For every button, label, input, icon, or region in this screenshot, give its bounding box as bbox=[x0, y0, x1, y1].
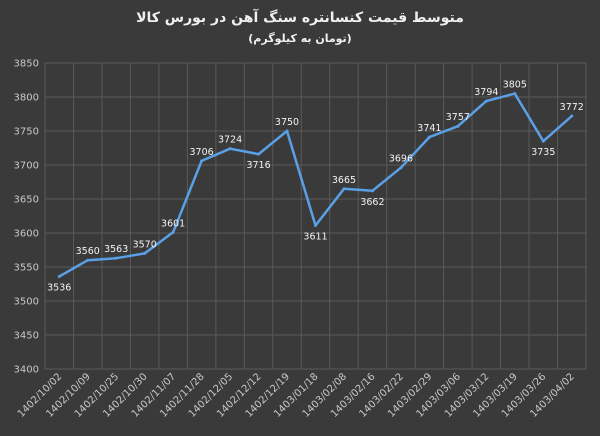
y-tick-label: 3650 bbox=[14, 195, 39, 206]
y-tick-label: 3500 bbox=[14, 297, 39, 308]
data-label: 3570 bbox=[133, 239, 157, 250]
y-tick-label: 3750 bbox=[14, 127, 39, 138]
data-label: 3536 bbox=[47, 283, 71, 294]
data-label: 3611 bbox=[303, 232, 327, 243]
data-label: 3741 bbox=[417, 123, 441, 134]
data-point bbox=[370, 189, 374, 193]
data-point bbox=[285, 129, 289, 133]
data-point bbox=[484, 99, 488, 103]
data-point bbox=[200, 159, 204, 163]
data-label: 3735 bbox=[531, 147, 555, 158]
chart-title: متوسط قیمت کنسانتره سنگ آهن در بورس کالا bbox=[136, 10, 464, 26]
data-point bbox=[541, 139, 545, 143]
y-tick-label: 3850 bbox=[14, 59, 39, 70]
y-tick-label: 3400 bbox=[14, 365, 39, 376]
data-label: 3750 bbox=[275, 117, 299, 128]
data-label: 3794 bbox=[474, 87, 498, 98]
data-label: 3696 bbox=[389, 154, 413, 165]
data-point bbox=[114, 256, 118, 260]
y-tick-label: 3600 bbox=[14, 229, 39, 240]
data-label: 3563 bbox=[104, 244, 128, 255]
data-label: 3662 bbox=[360, 197, 384, 208]
y-tick-label: 3700 bbox=[14, 161, 39, 172]
data-point bbox=[86, 258, 90, 262]
data-point bbox=[57, 275, 61, 279]
data-point bbox=[171, 230, 175, 234]
data-point bbox=[427, 135, 431, 139]
data-label: 3706 bbox=[190, 147, 214, 158]
data-point bbox=[570, 114, 574, 118]
data-label: 3560 bbox=[76, 246, 100, 257]
data-label: 3805 bbox=[503, 80, 527, 91]
data-label: 3757 bbox=[446, 112, 470, 123]
data-point bbox=[342, 187, 346, 191]
data-label: 3601 bbox=[161, 218, 185, 229]
data-point bbox=[513, 92, 517, 96]
y-tick-label: 3450 bbox=[14, 331, 39, 342]
data-point bbox=[314, 224, 317, 228]
data-point bbox=[456, 124, 460, 128]
data-point bbox=[228, 147, 232, 151]
data-label: 3665 bbox=[332, 175, 356, 186]
y-tick-label: 3800 bbox=[14, 93, 39, 104]
y-tick-label: 3550 bbox=[14, 263, 39, 274]
data-label: 3772 bbox=[560, 102, 584, 113]
data-point bbox=[399, 166, 403, 170]
data-label: 3716 bbox=[246, 160, 270, 171]
chart-subtitle: (تومان به کیلوگرم) bbox=[248, 32, 352, 45]
data-label: 3724 bbox=[218, 135, 242, 146]
data-point bbox=[143, 251, 147, 255]
data-point bbox=[257, 152, 261, 156]
